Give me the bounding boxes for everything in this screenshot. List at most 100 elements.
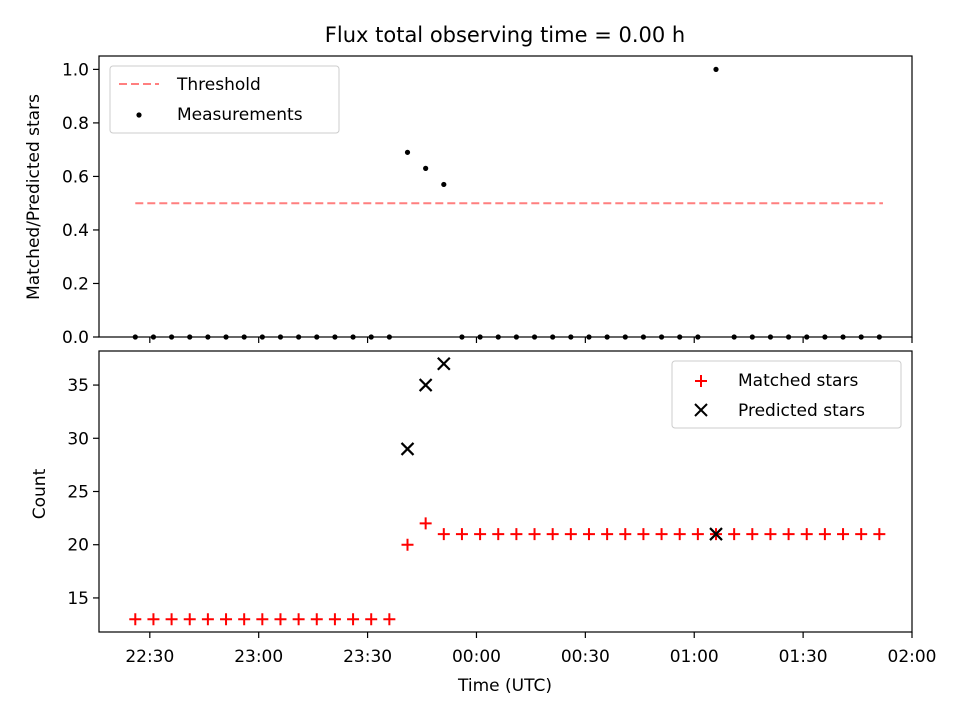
x-tick-label: 00:30 [561, 647, 610, 667]
matched-star-point [183, 613, 196, 626]
measurement-point [731, 334, 737, 340]
matched-star-point [274, 613, 287, 626]
threshold-legend-label: Threshold [176, 75, 261, 95]
matched-star-point [328, 613, 341, 626]
matched-star-point [510, 528, 523, 541]
bottom-y-tick-label: 30 [67, 429, 89, 449]
measurement-point [259, 334, 265, 340]
matched-star-point [619, 528, 632, 541]
bottom-panel: 15 20 25 30 35 22:30 23:00 23:30 00:00 00:30 01:0… [30, 350, 937, 696]
matched-star-point [419, 517, 432, 530]
matched-star-point [437, 528, 450, 541]
matched-star-point [256, 613, 269, 626]
matched-star-point [310, 613, 323, 626]
measurement-point [586, 334, 592, 340]
matched-star-point [365, 613, 378, 626]
x-tick-label: 00:00 [452, 647, 501, 667]
measurement-point [785, 334, 792, 340]
matched-star-point [782, 528, 795, 541]
matched-star-point [601, 528, 614, 541]
top-y-tick-label: 0.6 [62, 167, 89, 187]
x-tick-label: 23:00 [234, 647, 283, 667]
bottom-y-axis: 15 20 25 30 35 [67, 376, 99, 609]
top-panel: 0.0 0.2 0.4 0.6 0.8 1.0 Matched/Predicted sta… [24, 55, 913, 348]
measurement-point [640, 334, 647, 340]
matched-star-point [455, 528, 468, 541]
matched-star-point [764, 528, 777, 541]
measurement-point [187, 334, 193, 340]
matched-stars-legend-swatch [695, 375, 707, 387]
predicted-stars-legend-label: Predicted stars [738, 401, 865, 421]
matched-star-point [746, 528, 759, 541]
matched-star-point [474, 528, 487, 541]
measurement-point [404, 149, 411, 155]
measurement-point [604, 334, 610, 340]
matched-star-point [492, 528, 505, 541]
bottom-plot-area [129, 356, 886, 626]
matched-star-point [564, 528, 577, 541]
measurement-point [531, 334, 538, 340]
bottom-legend: Matched stars Predicted stars [671, 360, 902, 429]
measurement-point [477, 334, 483, 340]
measurement-point [550, 334, 556, 340]
x-tick-label: 01:00 [670, 647, 719, 667]
predicted-star-point [400, 442, 415, 456]
measurement-point [568, 334, 574, 340]
top-y-tick-label: 0.8 [62, 114, 89, 134]
measurements-legend-label: Measurements [177, 105, 303, 125]
x-tick-label: 02:00 [888, 647, 937, 667]
bottom-legend-box [671, 360, 902, 429]
measurement-point [677, 334, 683, 340]
bottom-y-tick-label: 35 [67, 376, 89, 396]
top-y-tick-label: 1.0 [62, 60, 89, 80]
x-axis-label: Time (UTC) [457, 676, 552, 696]
matched-star-point [546, 528, 559, 541]
measurement-point [132, 334, 138, 340]
matched-star-point [220, 613, 233, 626]
matched-star-point [201, 613, 214, 626]
measurement-point [223, 334, 229, 340]
matched-star-point [292, 613, 305, 626]
matched-star-point [818, 528, 831, 541]
matched-star-point [655, 528, 668, 541]
predicted-star-point [418, 378, 433, 392]
measurement-point [840, 334, 846, 340]
matched-star-point [582, 528, 595, 541]
bottom-y-tick-label: 25 [67, 483, 89, 503]
bottom-y-tick-label: 15 [67, 589, 89, 609]
measurement-point [876, 334, 882, 340]
measurement-point [713, 66, 719, 72]
measurement-point [495, 334, 501, 340]
measurement-point [749, 334, 755, 340]
matched-star-point [855, 528, 868, 541]
top-legend: Threshold Measurements [109, 65, 340, 134]
measurement-point [277, 334, 284, 340]
matched-star-point [383, 613, 396, 626]
matched-star-point [528, 528, 541, 541]
measurement-point [767, 334, 774, 340]
bottom-y-tick-label: 20 [67, 536, 89, 556]
bottom-y-axis-label: Count [30, 468, 50, 519]
matched-star-point [347, 613, 360, 626]
measurement-point [658, 334, 665, 340]
matched-star-point [147, 613, 160, 626]
matched-star-point [238, 613, 251, 626]
measurement-point [296, 334, 302, 340]
x-tick-label: 01:30 [779, 647, 828, 667]
top-legend-box [109, 65, 340, 134]
measurement-point [150, 334, 157, 340]
top-y-tick-label: 0.4 [62, 221, 89, 241]
x-tick-label: 22:30 [125, 647, 174, 667]
measurement-point [622, 334, 628, 340]
measurement-point [441, 181, 447, 188]
predicted-star-point [437, 356, 451, 371]
measurement-point [314, 334, 320, 340]
matched-star-point [837, 528, 850, 541]
measurement-point [858, 334, 864, 340]
top-x-ticks [149, 337, 913, 343]
top-y-tick-label: 0.2 [62, 274, 89, 294]
matched-star-point [873, 528, 886, 541]
x-tick-label: 23:30 [343, 647, 392, 667]
matched-stars-legend-label: Matched stars [738, 371, 858, 391]
